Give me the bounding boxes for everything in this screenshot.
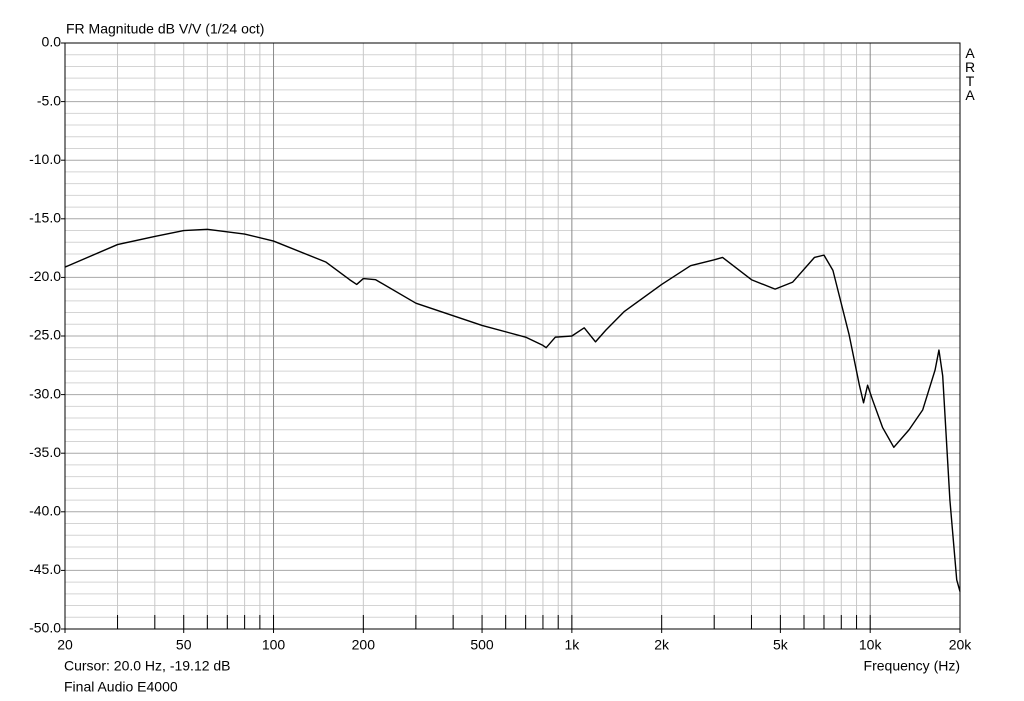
x-tick-label: 200 [352,637,376,653]
x-tick-label: 1k [564,637,580,653]
y-tick-label: -5.0 [37,92,61,108]
x-tick-label: 20 [57,637,73,653]
y-tick-label: -30.0 [29,385,61,401]
x-tick-label: 5k [773,637,789,653]
x-tick-label: 500 [470,637,494,653]
y-tick-label: -15.0 [29,210,61,226]
y-tick-label: -45.0 [29,561,61,577]
y-tick-label: -25.0 [29,327,61,343]
plot-frame [64,42,961,630]
x-tick-label: 10k [859,637,883,653]
x-axis-label: Frequency (Hz) [864,658,960,674]
response-curve [64,228,961,592]
chart-title: FR Magnitude dB V/V (1/24 oct) [66,21,264,37]
x-tick-label: 2k [654,637,670,653]
y-tick-label: -10.0 [29,151,61,167]
y-tick-label: -40.0 [29,503,61,519]
watermark: ARTA [962,45,978,101]
y-tick-label: -35.0 [29,444,61,460]
y-tick-label: 0.0 [42,34,62,50]
cursor-readout: Cursor: 20.0 Hz, -19.12 dB [64,658,231,674]
y-tick-label: -20.0 [29,268,61,284]
x-tick-label: 100 [262,637,286,653]
device-name: Final Audio E4000 [64,679,178,695]
x-tick-label: 50 [176,637,192,653]
y-tick-label: -50.0 [29,620,61,636]
x-tick-label: 20k [949,637,973,653]
